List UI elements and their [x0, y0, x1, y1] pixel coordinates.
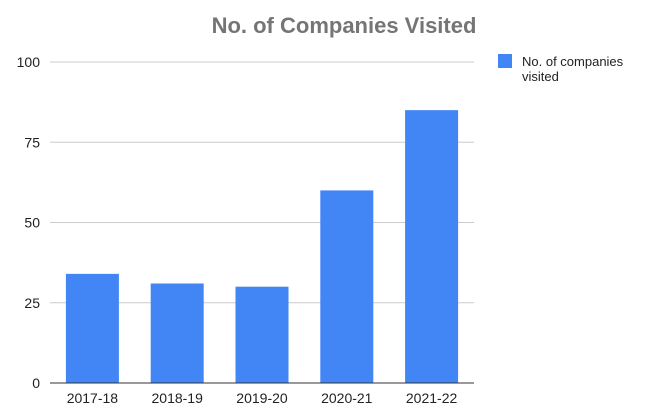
bar [405, 110, 459, 384]
bar [235, 286, 289, 383]
bar [65, 273, 119, 383]
y-tick-label: 25 [24, 295, 40, 311]
x-tick-label: 2017-18 [67, 390, 119, 406]
x-tick-label: 2018-19 [152, 390, 204, 406]
y-tick-label: 75 [24, 134, 40, 150]
bars [65, 110, 459, 384]
x-axis-ticks: 2017-18 2018-19 2019-20 2020-21 2021-22 [67, 390, 458, 406]
x-tick-label: 2020-21 [321, 390, 373, 406]
y-tick-label: 50 [24, 215, 40, 231]
x-tick-label: 2021-22 [406, 390, 458, 406]
bar [320, 190, 374, 383]
bar [150, 283, 204, 383]
y-tick-label: 100 [17, 54, 41, 70]
y-axis-ticks: 0 25 50 75 100 [17, 54, 41, 391]
x-tick-label: 2019-20 [236, 390, 288, 406]
legend-swatch [498, 54, 512, 68]
chart-title: No. of Companies Visited [212, 13, 477, 38]
legend-label-line: visited [522, 69, 559, 84]
legend-label-line: No. of companies [522, 54, 624, 69]
legend-label: No. of companies visited [522, 54, 627, 84]
y-tick-label: 0 [32, 375, 40, 391]
legend: No. of companies visited [498, 54, 627, 84]
